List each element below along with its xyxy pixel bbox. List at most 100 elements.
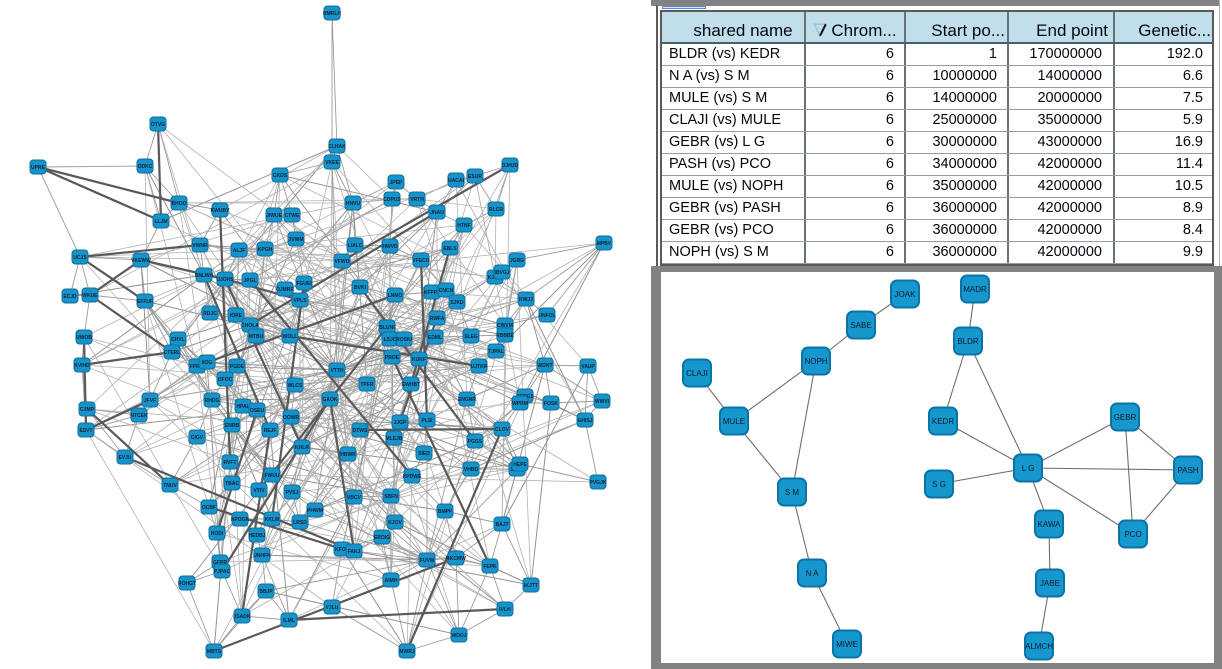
svg-text:KPGH: KPGH xyxy=(258,247,273,253)
svg-text:KWUBV: KWUBV xyxy=(211,208,231,214)
svg-text:CIGV: CIGV xyxy=(191,435,204,441)
svg-text:ODKC: ODKC xyxy=(138,164,153,170)
svg-text:VPLS: VPLS xyxy=(293,298,307,304)
svg-text:GEBR: GEBR xyxy=(1114,413,1137,422)
svg-text:RHDG: RHDG xyxy=(205,398,220,404)
svg-text:EFFUF: EFFUF xyxy=(137,299,153,305)
svg-text:FOSK: FOSK xyxy=(544,401,558,407)
svg-text:HTNF: HTNF xyxy=(457,223,470,229)
svg-text:BVKI: BVKI xyxy=(354,285,367,291)
svg-text:MTBU: MTBU xyxy=(249,334,264,340)
svg-text:OCBF: OCBF xyxy=(202,505,216,511)
svg-text:NPOGK: NPOGK xyxy=(231,517,250,523)
svg-text:OJMRR: OJMRR xyxy=(276,287,294,293)
svg-text:MADR: MADR xyxy=(963,285,987,294)
svg-text:PGDE: PGDE xyxy=(230,364,245,370)
svg-text:UNFOL: UNFOL xyxy=(538,313,555,319)
svg-text:MPBV: MPBV xyxy=(597,241,612,247)
svg-text:RDJC: RDJC xyxy=(203,311,217,317)
svg-text:CLOV: CLOV xyxy=(495,427,510,433)
svg-text:TJPAL: TJPAL xyxy=(488,349,503,355)
svg-text:BNLWH: BNLWH xyxy=(195,273,214,279)
svg-text:UCJS: UCJS xyxy=(73,255,87,261)
svg-text:KPDWE: KPDWE xyxy=(403,474,422,480)
svg-text:TBAC: TBAC xyxy=(225,481,239,487)
svg-text:CTWE: CTWE xyxy=(285,213,300,219)
svg-text:JGBG: JGBG xyxy=(510,258,524,264)
svg-text:ENGNR: ENGNR xyxy=(458,397,476,403)
svg-text:TNUV: TNUV xyxy=(163,483,177,489)
svg-text:VTIV: VTIV xyxy=(253,488,265,494)
svg-text:LLJM: LLJM xyxy=(154,219,167,225)
svg-text:VTTH: VTTH xyxy=(330,368,343,374)
svg-text:UJTKR: UJTKR xyxy=(471,364,488,370)
svg-text:S G: S G xyxy=(932,480,946,489)
svg-text:PHWM: PHWM xyxy=(307,508,323,514)
svg-text:HODI: HODI xyxy=(211,531,224,537)
svg-text:JSADN: JSADN xyxy=(234,614,251,620)
svg-text:SLEG: SLEG xyxy=(464,334,478,340)
svg-text:S M: S M xyxy=(785,488,800,497)
svg-text:ROSIU: ROSIU xyxy=(396,337,412,343)
svg-text:SABE: SABE xyxy=(850,321,871,330)
svg-text:BLDR: BLDR xyxy=(957,337,979,346)
svg-text:KFOV: KFOV xyxy=(335,547,350,553)
svg-text:HBWR: HBWR xyxy=(340,452,356,458)
svg-text:LSJC: LSJC xyxy=(384,337,397,343)
svg-text:FPRM: FPRM xyxy=(190,364,204,370)
svg-text:REJF: REJF xyxy=(264,428,277,434)
svg-text:CLAJI: CLAJI xyxy=(686,369,708,378)
svg-text:JFVF: JFVF xyxy=(144,398,156,404)
svg-text:KUKF: KUKF xyxy=(412,357,426,363)
svg-text:MULE: MULE xyxy=(723,417,745,426)
svg-text:EBLS: EBLS xyxy=(443,246,457,252)
svg-text:JVWM: JVWM xyxy=(289,237,304,243)
svg-text:JNAU: JNAU xyxy=(430,210,444,216)
svg-text:DJHJD: DJHJD xyxy=(502,163,519,169)
svg-text:SIED: SIED xyxy=(418,451,430,457)
svg-text:PCO: PCO xyxy=(1124,530,1141,539)
svg-text:HPAL: HPAL xyxy=(236,404,249,410)
svg-text:UJOHS: UJOHS xyxy=(216,277,234,283)
svg-text:LIALC: LIALC xyxy=(348,243,363,249)
svg-text:UWOB: UWOB xyxy=(76,335,92,341)
svg-text:AIMH: AIMH xyxy=(385,578,398,584)
svg-text:N A: N A xyxy=(806,569,820,578)
svg-text:CNCN: CNCN xyxy=(439,288,454,294)
svg-text:WDNT: WDNT xyxy=(538,363,553,369)
svg-text:VKEWW: VKEWW xyxy=(131,258,151,264)
svg-text:NOPH: NOPH xyxy=(804,357,827,366)
svg-text:VAUP: VAUP xyxy=(581,364,595,370)
svg-text:SJKD: SJKD xyxy=(450,300,464,306)
svg-text:PVGJK: PVGJK xyxy=(590,480,607,486)
svg-text:ROHGT: ROHGT xyxy=(178,581,196,587)
svg-text:OFOC: OFOC xyxy=(218,377,233,383)
svg-text:KWJJ: KWJJ xyxy=(519,297,533,303)
svg-text:JIWUE: JIWUE xyxy=(266,213,283,219)
svg-text:JABE: JABE xyxy=(1040,579,1060,588)
svg-text:CLHAK: CLHAK xyxy=(328,144,346,150)
svg-text:OSEU: OSEU xyxy=(250,408,265,414)
svg-text:ILML: ILML xyxy=(283,618,295,624)
svg-text:FAKJ: FAKJ xyxy=(348,549,361,555)
svg-text:CWVM: CWVM xyxy=(497,323,513,329)
svg-text:MLEJB: MLEJB xyxy=(386,436,403,442)
svg-text:ALMCH: ALMCH xyxy=(1025,642,1053,651)
svg-text:MWRJ: MWRJ xyxy=(399,649,414,655)
svg-text:FGUEI: FGUEI xyxy=(296,281,312,287)
svg-text:WDOJ: WDOJ xyxy=(452,633,467,639)
svg-text:FEPK: FEPK xyxy=(483,564,497,570)
svg-text:GAOK: GAOK xyxy=(323,397,338,403)
svg-text:RLCR: RLCR xyxy=(489,207,503,213)
svg-text:RKCMW: RKCMW xyxy=(446,556,466,562)
svg-text:VFECO: VFECO xyxy=(412,258,429,264)
svg-text:BLUNI: BLUNI xyxy=(379,325,395,331)
svg-text:JPGL: JPGL xyxy=(243,278,256,284)
svg-text:IKJTT: IKJTT xyxy=(524,583,538,589)
svg-text:EWHBT: EWHBT xyxy=(402,382,420,388)
svg-text:VBCV: VBCV xyxy=(347,495,362,501)
svg-text:EROIG: EROIG xyxy=(374,535,390,541)
svg-text:EVJU: EVJU xyxy=(118,455,131,461)
svg-text:BAJT: BAJT xyxy=(495,522,508,528)
svg-text:ECJD: ECJD xyxy=(63,294,77,300)
